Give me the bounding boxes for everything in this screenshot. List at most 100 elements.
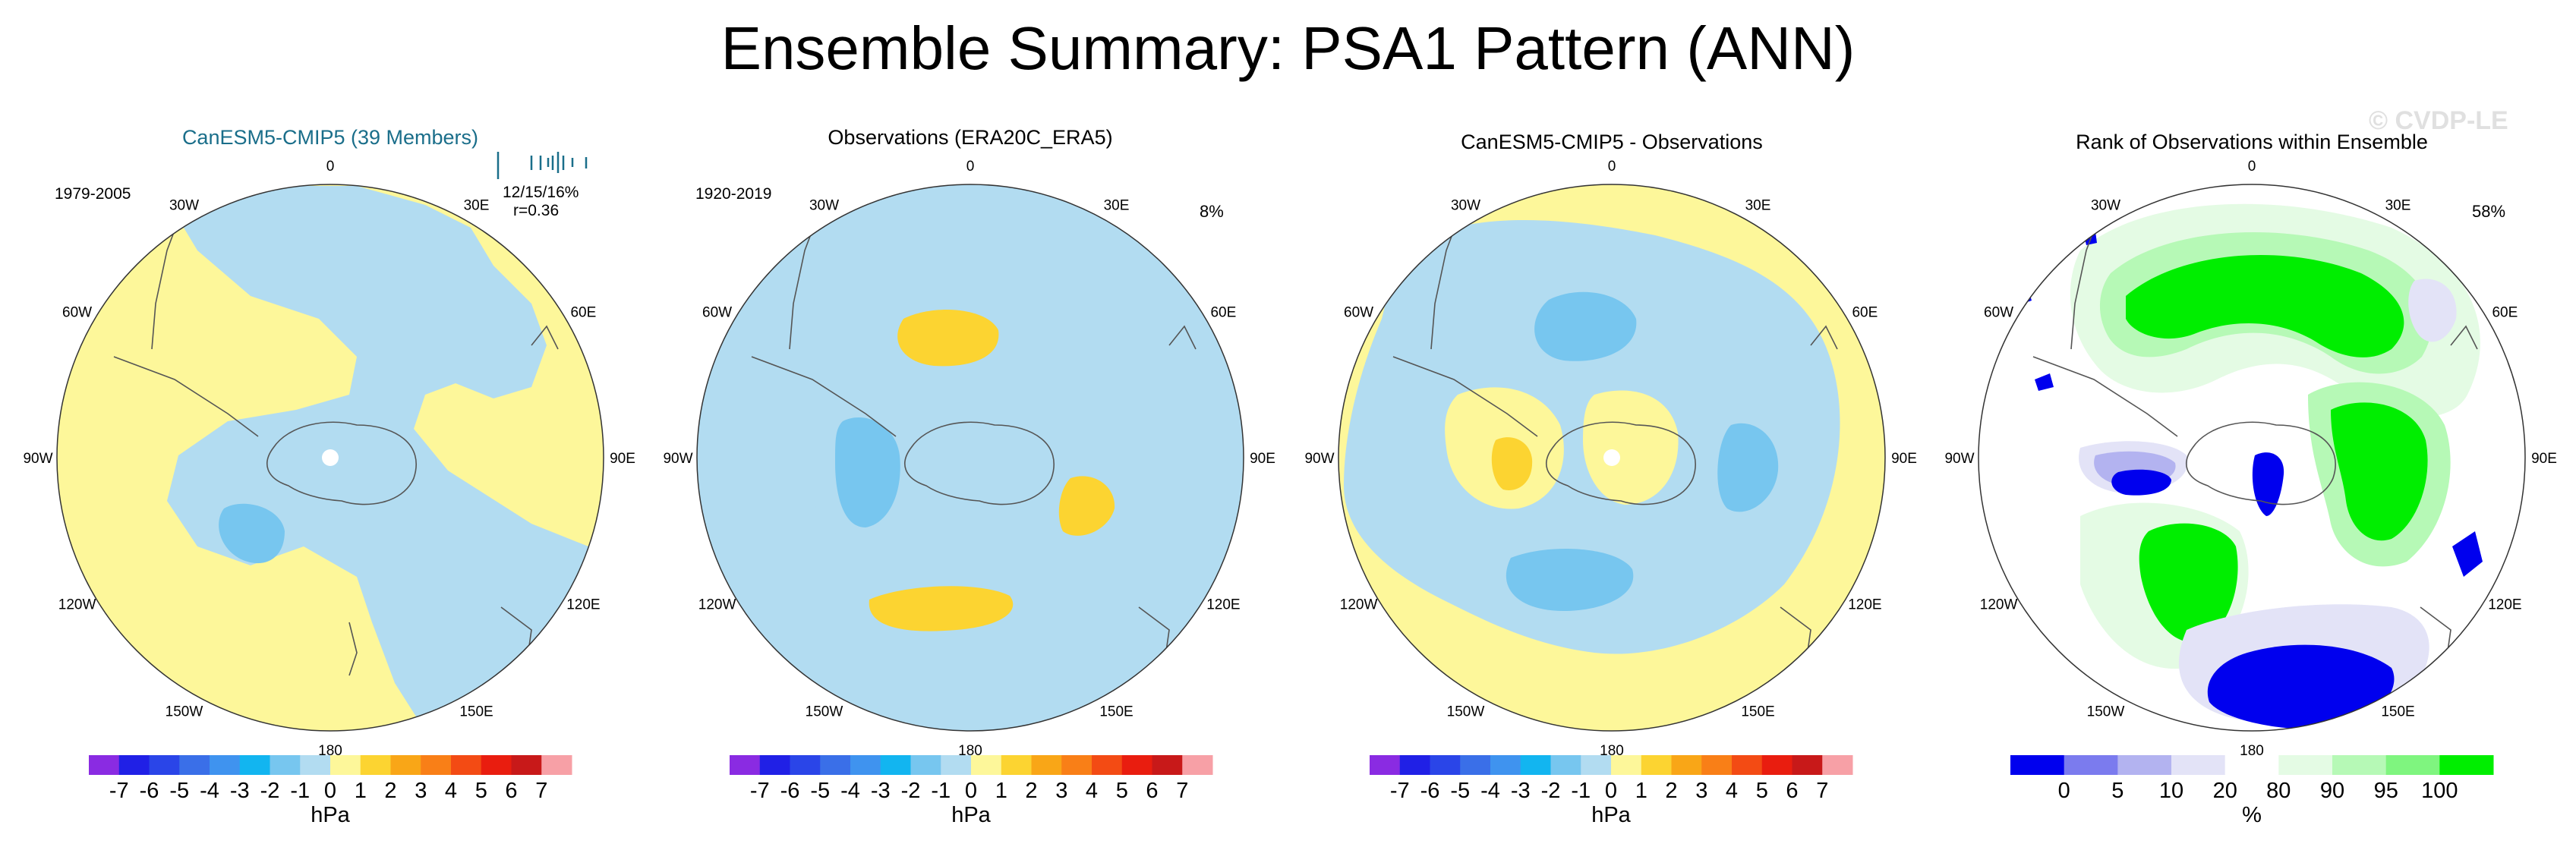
- colorbar-tick-label: 2: [384, 779, 396, 803]
- colorbar-swatch: [1092, 755, 1123, 775]
- colorbar-tick-label: 5: [2111, 779, 2124, 803]
- colorbar-swatch: [481, 755, 512, 775]
- colorbar-swatch: [1822, 755, 1853, 775]
- colorbar-tick-label: -2: [1541, 779, 1561, 803]
- colorbar-swatch: [1370, 755, 1401, 775]
- ensemble-rug: [497, 152, 588, 179]
- map-obs: [696, 184, 1244, 732]
- colorbar-swatch: [149, 755, 180, 775]
- colorbar-swatch: [300, 755, 331, 775]
- corr-label-model: r=0.36: [513, 202, 559, 219]
- colorbar-swatch: [210, 755, 241, 775]
- colorbar-swatch: [239, 755, 270, 775]
- colorbar-swatch: [360, 755, 391, 775]
- lon-label: 90W: [1304, 451, 1334, 467]
- colorbar-swatch: [2117, 755, 2172, 775]
- lon-label: 30E: [1104, 198, 1130, 214]
- lon-label: 0: [326, 159, 335, 175]
- lon-label: 150E: [1099, 704, 1133, 719]
- lon-label: 60W: [62, 305, 92, 321]
- colorbar-tick-label: -4: [840, 779, 860, 803]
- colorbar-swatch: [880, 755, 911, 775]
- colorbar-tick-label: 3: [1055, 779, 1067, 803]
- lon-label: 120W: [1980, 597, 2018, 613]
- colorbar-tick-label: 100: [2421, 779, 2458, 803]
- colorbar-tick-label: 0: [324, 779, 336, 803]
- rank-0-5: [2111, 469, 2171, 496]
- panel-title-obs: Observations (ERA20C_ERA5): [828, 126, 1112, 149]
- pole-hole: [1603, 449, 1620, 466]
- lon-label: 120W: [1340, 597, 1378, 613]
- colorbar-tick-label: -1: [931, 779, 951, 803]
- colorbar-swatch: [1641, 755, 1672, 775]
- colorbar-tick-label: 3: [1695, 779, 1707, 803]
- colorbar-swatch: [541, 755, 572, 775]
- coastline: [1392, 189, 1838, 722]
- positive-core: [869, 586, 1014, 631]
- colorbar-swatch: [270, 755, 301, 775]
- lon-label: 90W: [663, 451, 692, 467]
- lon-label: 150E: [459, 704, 493, 719]
- lon-label: 30W: [169, 198, 199, 214]
- positive-core: [1058, 476, 1115, 536]
- colorbar-units: hPa: [311, 803, 350, 827]
- lon-label: 30W: [2091, 198, 2120, 214]
- map-diff: [1338, 184, 1886, 732]
- longitude-labels: 0 30E 60E 90E 120E 150E 180 150W 120W 90W 60W 30W 0 3…: [23, 159, 2556, 759]
- colorbar-swatch: [2010, 755, 2065, 775]
- colorbar-tick-label: 7: [1176, 779, 1188, 803]
- colorbar-swatch: [1611, 755, 1642, 775]
- colorbar-swatch: [511, 755, 542, 775]
- lon-label: 150W: [166, 704, 203, 719]
- colorbar-tick-label: 1: [355, 779, 367, 803]
- positive-island: [1583, 390, 1679, 505]
- colorbar-swatch: [330, 755, 361, 775]
- colorbar-tick-label: -7: [1390, 779, 1410, 803]
- lon-label: 30E: [2385, 198, 2411, 214]
- lon-label: 150W: [1447, 704, 1485, 719]
- lon-label: 60E: [570, 305, 596, 321]
- colorbar-swatch: [910, 755, 941, 775]
- colorbar-swatch: [1671, 755, 1702, 775]
- colorbar-tick-label: 10: [2159, 779, 2183, 803]
- colorbar-swatch: [2439, 755, 2494, 775]
- colorbar-swatch: [118, 755, 150, 775]
- lon-label: 120W: [698, 597, 736, 613]
- colorbar-tick-label: 7: [1816, 779, 1828, 803]
- colorbar-tick-label: -5: [1450, 779, 1470, 803]
- positive-core: [1491, 437, 1533, 490]
- colorbar-units: %: [2242, 803, 2262, 827]
- lon-label: 0: [2248, 159, 2256, 175]
- colorbar-swatch: [2064, 755, 2118, 775]
- colorbar-swatch: [2332, 755, 2387, 775]
- colorbar-tick-label: -7: [750, 779, 770, 803]
- rank-10-20: [2408, 279, 2457, 342]
- lon-label: 150E: [1741, 704, 1774, 719]
- negative-core: [1506, 549, 1634, 611]
- negative-core: [835, 417, 900, 527]
- lon-label: 0: [966, 159, 975, 175]
- colorbar-tick-label: 5: [475, 779, 487, 803]
- panel-title-model: CanESM5-CMIP5 (39 Members): [182, 126, 478, 149]
- lon-label: 60E: [1210, 305, 1236, 321]
- colorbar-tick-label: -1: [290, 779, 310, 803]
- map-border: [696, 184, 1244, 732]
- lon-label: 60E: [1852, 305, 1878, 321]
- colorbar-tick-label: 4: [1086, 779, 1098, 803]
- colorbar-swatch: [971, 755, 1002, 775]
- colorbar-tick-label: -7: [109, 779, 129, 803]
- negative-region: [167, 186, 604, 731]
- coastline: [113, 189, 559, 722]
- colorbar-units: hPa: [951, 803, 991, 827]
- negative-core: [1717, 423, 1779, 512]
- colorbar-swatch: [1581, 755, 1612, 775]
- colorbar-tick-label: 7: [535, 779, 547, 803]
- colorbar-swatch: [1152, 755, 1183, 775]
- colorbar-tick-label: 5: [1756, 779, 1768, 803]
- lon-label: 0: [1608, 159, 1616, 175]
- colorbar-tick-label: 0: [1605, 779, 1617, 803]
- colorbar-tick-label: 95: [2374, 779, 2398, 803]
- colorbar-tick-label: -3: [871, 779, 891, 803]
- lon-label: 90E: [1250, 451, 1275, 467]
